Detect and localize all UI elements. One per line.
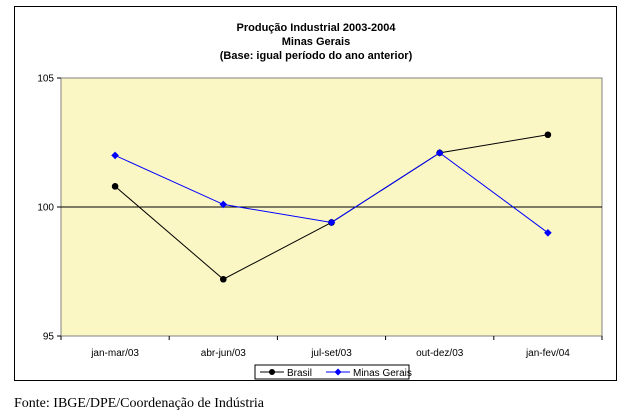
source-note: Fonte: IBGE/DPE/Coordenação de Indústria <box>14 396 265 411</box>
y-tick-label: 95 <box>43 332 55 343</box>
x-tick-label: out-dez/03 <box>416 348 464 359</box>
x-tick-label: jul-set/03 <box>310 348 352 359</box>
series-layer <box>111 131 552 283</box>
legend-minas-marker <box>334 368 342 376</box>
line-chart: Produção Industrial 2003-2004 Minas Gera… <box>37 22 603 380</box>
legend-minas-label: Minas Gerais <box>353 368 412 379</box>
data-point-brasil <box>111 183 119 190</box>
x-axis: jan-mar/03 abr-jun/03 jul-set/03 out-dez/03… <box>60 336 603 359</box>
data-point-brasil <box>220 275 227 283</box>
legend: Brasil Minas Gerais <box>254 364 412 380</box>
data-point-brasil <box>544 131 552 139</box>
data-point-minas-gerais <box>219 200 228 209</box>
legend-brasil-label: Brasil <box>287 368 312 379</box>
y-axis: 95 100 105 <box>37 74 61 343</box>
x-tick-label: jan-mar/03 <box>90 348 139 359</box>
x-tick-label: jan-fev/04 <box>525 348 570 359</box>
chart-subtitle: Minas Gerais <box>282 36 350 48</box>
y-tick-label: 100 <box>37 203 54 214</box>
data-point-minas-gerais <box>544 229 552 237</box>
x-tick-label: abr-jun/03 <box>201 348 246 359</box>
data-point-minas-gerais <box>435 149 444 157</box>
data-point-minas-gerais <box>111 151 119 160</box>
legend-brasil-marker <box>269 369 275 375</box>
chart-frame: Produção Industrial 2003-2004 Minas Gera… <box>14 6 617 381</box>
y-tick-label: 105 <box>37 74 54 85</box>
chart-note: (Base: igual período do ano anterior) <box>220 50 413 62</box>
chart-title: Produção Industrial 2003-2004 <box>237 22 397 34</box>
data-point-minas-gerais <box>327 218 336 227</box>
